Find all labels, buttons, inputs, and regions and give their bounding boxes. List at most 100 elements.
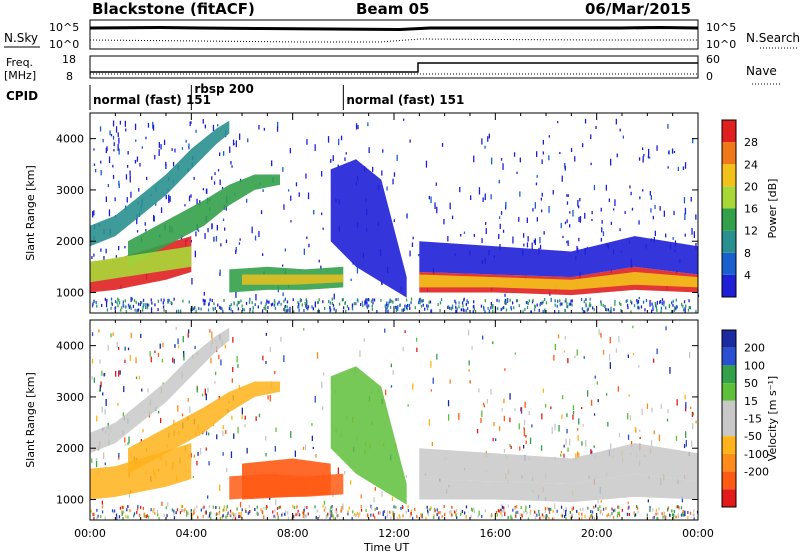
data-pixel	[205, 431, 208, 436]
echo-region	[419, 236, 698, 278]
data-pixel	[312, 446, 314, 450]
data-pixel	[436, 508, 438, 512]
nsky-label: N.Sky	[4, 31, 38, 45]
data-pixel	[447, 400, 450, 407]
data-pixel	[238, 384, 240, 388]
data-pixel	[638, 306, 640, 310]
data-pixel	[203, 291, 205, 296]
data-pixel	[127, 165, 129, 168]
data-pixel	[642, 147, 644, 151]
data-pixel	[321, 381, 323, 389]
freq-tick-low: 8	[66, 70, 73, 83]
data-pixel	[315, 454, 317, 458]
data-pixel	[498, 299, 500, 303]
data-pixel	[340, 135, 343, 141]
data-pixel	[166, 514, 168, 518]
data-pixel	[672, 299, 674, 303]
data-pixel	[141, 301, 143, 305]
colorbar-swatch	[722, 471, 736, 490]
data-pixel	[322, 504, 324, 508]
data-pixel	[107, 184, 109, 188]
data-pixel	[566, 201, 569, 205]
data-pixel	[176, 309, 178, 313]
data-pixel	[548, 135, 550, 138]
data-pixel	[105, 196, 107, 203]
data-pixel	[495, 511, 498, 514]
data-pixel	[370, 299, 373, 303]
data-pixel	[552, 509, 554, 513]
data-pixel	[665, 326, 667, 331]
data-pixel	[386, 301, 388, 305]
data-pixel	[673, 309, 675, 312]
data-pixel	[593, 308, 595, 312]
data-pixel	[118, 183, 120, 189]
data-pixel	[402, 506, 404, 509]
data-pixel	[172, 161, 175, 167]
data-pixel	[145, 228, 147, 232]
data-pixel	[91, 332, 94, 337]
colorbar-tick-label: 4	[744, 269, 751, 282]
data-pixel	[131, 297, 133, 301]
data-pixel	[590, 449, 592, 455]
data-pixel	[127, 151, 129, 155]
data-pixel	[585, 440, 587, 448]
colorbar-tick-label: 24	[744, 158, 758, 171]
data-pixel	[189, 406, 191, 413]
data-pixel	[135, 139, 137, 142]
data-pixel	[563, 444, 565, 448]
data-pixel	[416, 347, 418, 353]
data-pixel	[133, 512, 136, 516]
data-pixel	[650, 208, 652, 213]
data-pixel	[526, 217, 528, 223]
data-pixel	[425, 160, 428, 168]
data-pixel	[262, 253, 264, 256]
data-pixel	[653, 430, 655, 435]
data-pixel	[241, 414, 243, 420]
data-pixel	[215, 235, 218, 242]
data-pixel	[550, 406, 552, 410]
colorbar-swatch	[722, 453, 736, 472]
data-pixel	[237, 426, 239, 434]
data-pixel	[120, 308, 122, 312]
data-pixel	[564, 335, 567, 340]
data-pixel	[104, 462, 106, 466]
data-pixel	[267, 395, 269, 400]
data-pixel	[276, 506, 279, 510]
data-pixel	[284, 297, 286, 301]
data-pixel	[661, 512, 663, 516]
data-pixel	[211, 331, 213, 339]
data-pixel	[410, 512, 412, 515]
data-pixel	[329, 509, 331, 513]
data-pixel	[374, 507, 376, 511]
nsky-panel	[89, 19, 699, 50]
data-pixel	[332, 514, 334, 518]
data-pixel	[577, 428, 579, 431]
data-pixel	[481, 410, 483, 418]
data-pixel	[275, 499, 277, 506]
data-pixel	[297, 305, 299, 309]
data-pixel	[570, 302, 572, 306]
colorbar-tick-label: 15	[744, 395, 758, 408]
data-pixel	[676, 399, 678, 406]
data-pixel	[548, 155, 550, 161]
data-pixel	[367, 122, 369, 127]
data-pixel	[188, 329, 190, 334]
data-pixel	[600, 332, 602, 338]
data-pixel	[505, 201, 507, 208]
data-pixel	[422, 303, 424, 307]
data-pixel	[471, 508, 474, 512]
data-pixel	[579, 508, 582, 511]
data-pixel	[507, 516, 509, 520]
data-pixel	[632, 352, 635, 356]
data-pixel	[685, 440, 687, 447]
data-pixel	[373, 298, 376, 302]
data-pixel	[146, 303, 149, 307]
data-pixel	[383, 510, 385, 514]
nsearch-trace	[89, 38, 698, 43]
data-pixel	[669, 513, 671, 517]
data-pixel	[139, 163, 141, 167]
data-pixel	[168, 199, 170, 204]
data-pixel	[683, 513, 685, 517]
data-pixel	[223, 505, 225, 509]
data-pixel	[611, 507, 613, 511]
